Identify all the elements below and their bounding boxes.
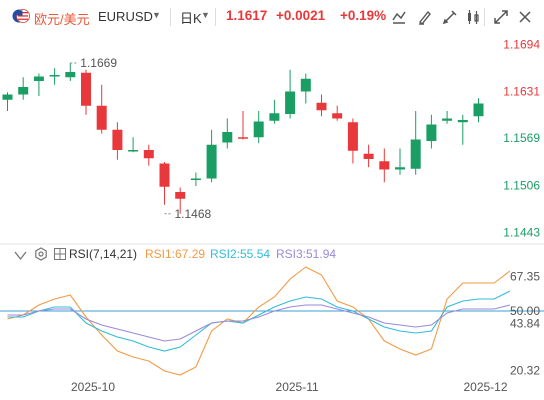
rsi3-value: RSI3:51.94 [276,247,337,261]
expand-icon[interactable] [492,8,510,26]
price-tick-label: 1.1631 [503,85,540,99]
line-tool-icon[interactable] [390,8,408,26]
candle-body [457,120,468,123]
price-annotation: 1.1468 [175,207,212,221]
candle-body [143,150,154,159]
candle-body [238,137,248,139]
rsi-tick-label: 20.32 [510,363,540,377]
candle-body [379,161,390,170]
candle-body [2,94,13,100]
price-tick-label: 1.1569 [503,131,540,145]
indicator-header: RSI(7,14,21) RSI1:67.29 RSI2:55.54 RSI3:… [0,246,544,264]
candle-body [49,75,60,77]
price-change: +0.0021 [276,8,326,23]
rsi-tick-label: 67.35 [510,269,540,283]
caret-down-icon[interactable]: ▼ [152,10,161,20]
eye-icon[interactable] [14,248,27,261]
price-tick-label: 1.1506 [503,178,540,192]
candle-body [175,192,186,199]
candle-type-icon[interactable] [464,8,482,26]
date-tick-label: 2025-12 [463,380,507,394]
candle-body [316,102,327,111]
candle-body [18,87,29,95]
rsi-series [7,266,511,376]
candle-body [206,144,217,179]
last-price: 1.1617 [226,8,268,23]
candle-body [96,105,107,130]
divider [215,8,216,26]
date-axis: 2025-10 2025-11 2025-12 [71,380,508,394]
brush-icon[interactable] [416,8,434,26]
candle-body [332,113,343,119]
symbol[interactable]: EURUSD [98,9,153,24]
divider [484,8,485,26]
candle-body [300,78,311,92]
candle-body [253,121,264,138]
settings-icon[interactable] [441,8,459,26]
period-selector[interactable]: 日K [180,11,202,26]
rsi-line-rsi2 [7,290,511,352]
candle-body [395,167,405,170]
candle-body [442,118,453,121]
price-axis: 1.1694 1.1631 1.1569 1.1506 1.1443 [503,37,540,239]
candle-body [285,91,296,114]
caret-down-icon[interactable]: ▼ [201,10,210,20]
candle-body [81,72,91,106]
rsi-tick-label: 50.00 [510,304,540,318]
rsi-line-rsi3 [7,304,511,342]
candle-body [363,153,374,159]
rsi-line-rsi1 [7,266,511,376]
candle-body [426,124,437,141]
candle-body [222,132,233,143]
price-annotation: 1.1669 [80,56,117,70]
candle-body [410,139,421,169]
gear-icon[interactable] [34,247,48,261]
date-tick-label: 2025-11 [276,380,319,394]
percent-icon[interactable] [54,248,66,260]
price-tick-label: 1.1443 [503,226,540,240]
close-icon[interactable] [516,8,534,26]
divider [170,8,171,26]
candle-body [269,113,280,121]
eu-us-flag-icon [12,9,30,23]
price-tick-label: 1.1694 [503,37,540,51]
price-annotations: 1.1669 1.1468 [70,56,212,221]
rsi-tick-label: 43.84 [510,316,540,330]
candle-body [473,103,484,117]
candlestick-series [2,63,484,214]
indicator-name[interactable]: RSI(7,14,21) [69,247,138,261]
rsi2-value: RSI2:55.54 [210,247,271,261]
candle-body [159,163,170,187]
toolbar: 欧元/美元 EURUSD ▼ 日K ▼ 1.1617 +0.0021 +0.19… [0,0,544,33]
rsi1-value: RSI1:67.29 [145,247,206,261]
candle-body [112,129,123,150]
candle-body [190,178,201,180]
candle-body [128,150,139,152]
candle-body [65,72,76,78]
candle-body [347,122,358,151]
pair-name[interactable]: 欧元/美元 [34,12,90,27]
price-change-pct: +0.19% [340,8,387,23]
candle-body [33,76,44,81]
date-tick-label: 2025-10 [71,380,115,394]
